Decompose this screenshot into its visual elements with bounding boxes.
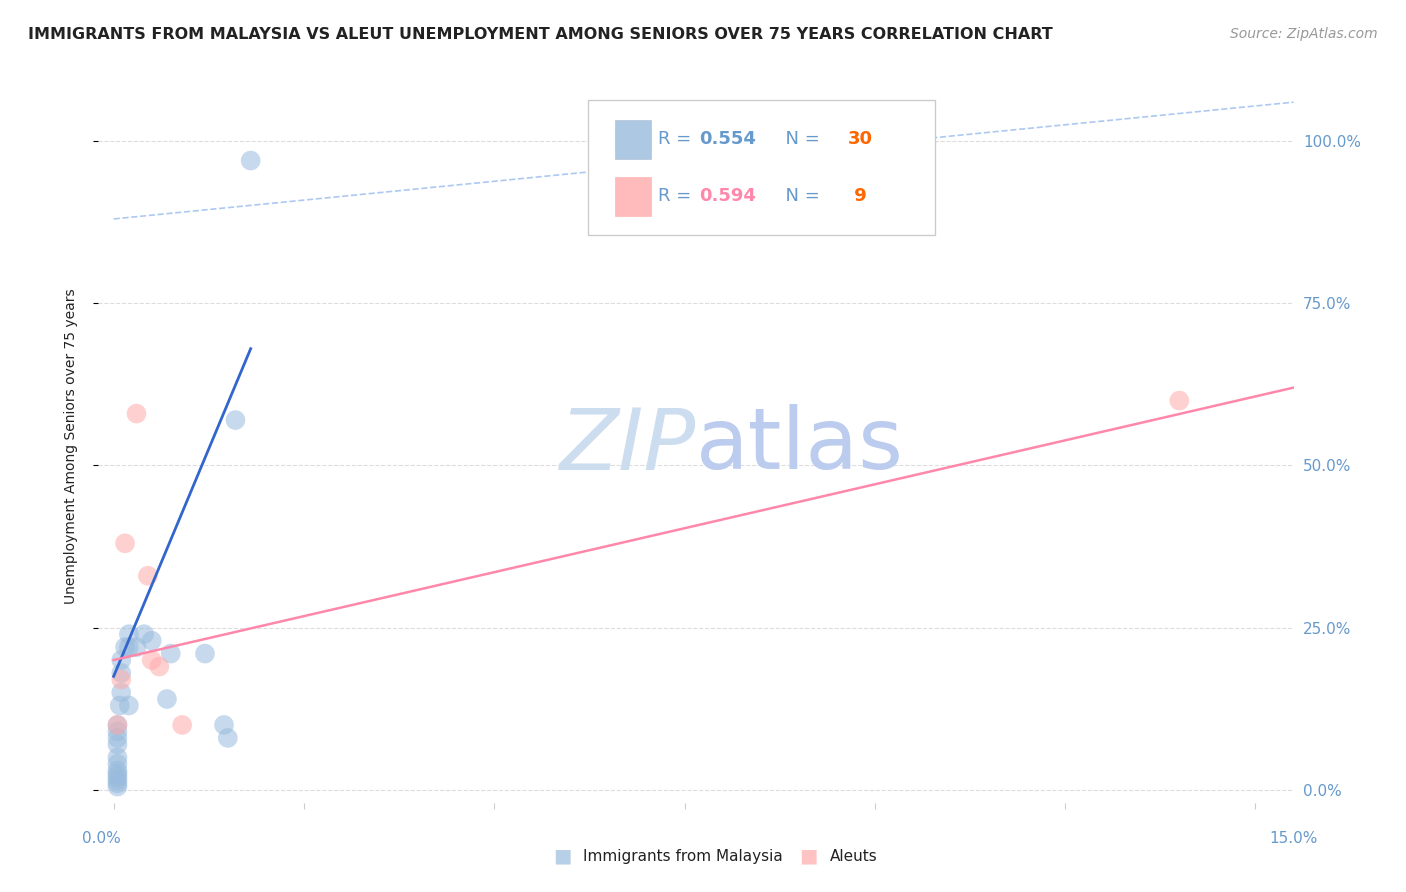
- Point: [114, 536, 136, 550]
- Point: [141, 653, 163, 667]
- Point: [114, 640, 136, 654]
- Text: 0.0%: 0.0%: [82, 831, 121, 846]
- Point: [107, 770, 129, 784]
- Point: [107, 718, 129, 732]
- Text: Source: ZipAtlas.com: Source: ZipAtlas.com: [1230, 27, 1378, 41]
- Y-axis label: Unemployment Among Seniors over 75 years: Unemployment Among Seniors over 75 years: [63, 288, 77, 604]
- Point: [107, 766, 129, 780]
- FancyBboxPatch shape: [614, 120, 651, 159]
- Point: [107, 724, 129, 739]
- Point: [212, 718, 235, 732]
- Text: 30: 30: [848, 130, 873, 148]
- Point: [107, 773, 129, 788]
- Point: [118, 640, 141, 654]
- Text: 15.0%: 15.0%: [1270, 831, 1317, 846]
- FancyBboxPatch shape: [614, 177, 651, 216]
- Point: [107, 718, 129, 732]
- Point: [110, 673, 132, 687]
- Point: [136, 568, 159, 582]
- Point: [107, 738, 129, 752]
- Point: [107, 764, 129, 778]
- Point: [118, 627, 141, 641]
- Text: 0.594: 0.594: [700, 187, 756, 205]
- Point: [172, 718, 194, 732]
- Text: ■: ■: [799, 847, 818, 866]
- Text: Immigrants from Malaysia: Immigrants from Malaysia: [583, 849, 783, 863]
- Point: [125, 407, 148, 421]
- Point: [108, 698, 131, 713]
- Point: [156, 692, 179, 706]
- Point: [110, 666, 132, 681]
- Point: [118, 698, 141, 713]
- Point: [107, 750, 129, 764]
- Text: IMMIGRANTS FROM MALAYSIA VS ALEUT UNEMPLOYMENT AMONG SENIORS OVER 75 YEARS CORRE: IMMIGRANTS FROM MALAYSIA VS ALEUT UNEMPL…: [28, 27, 1053, 42]
- Point: [107, 756, 129, 771]
- Text: ZIP: ZIP: [560, 404, 696, 488]
- FancyBboxPatch shape: [588, 100, 935, 235]
- Text: N =: N =: [773, 130, 825, 148]
- Point: [148, 659, 170, 673]
- Text: ■: ■: [553, 847, 572, 866]
- Point: [110, 685, 132, 699]
- Text: R =: R =: [658, 130, 697, 148]
- Point: [110, 653, 132, 667]
- Text: 0.554: 0.554: [700, 130, 756, 148]
- Point: [224, 413, 246, 427]
- Text: 9: 9: [848, 187, 866, 205]
- Point: [1168, 393, 1191, 408]
- Point: [239, 153, 262, 168]
- Text: atlas: atlas: [696, 404, 904, 488]
- Point: [141, 633, 163, 648]
- Text: N =: N =: [773, 187, 825, 205]
- Text: Aleuts: Aleuts: [830, 849, 877, 863]
- Point: [194, 647, 217, 661]
- Point: [107, 780, 129, 794]
- Point: [125, 640, 148, 654]
- Point: [132, 627, 155, 641]
- Point: [107, 731, 129, 745]
- Point: [107, 776, 129, 790]
- Text: R =: R =: [658, 187, 697, 205]
- Point: [217, 731, 239, 745]
- Point: [159, 647, 181, 661]
